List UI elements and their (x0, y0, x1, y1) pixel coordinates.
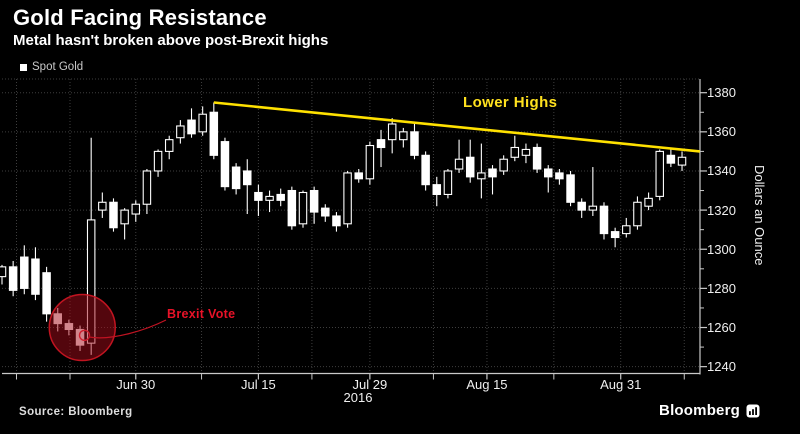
brexit-vote-annotation: Brexit Vote (167, 307, 236, 321)
candle-body (376, 139, 386, 149)
candle-body (220, 141, 230, 188)
candle-body (309, 189, 319, 213)
candle-body (276, 193, 285, 201)
y-tick-label: 1380 (707, 85, 736, 101)
candle-body (532, 146, 542, 170)
candle-body (454, 158, 464, 170)
candle-body (610, 231, 620, 239)
candle-body (443, 170, 453, 196)
x-tick-label: Aug 15 (466, 377, 508, 392)
candle-body (142, 170, 152, 205)
candle-body (521, 148, 531, 156)
candle-body (633, 201, 642, 227)
x-tick-label: Jul 29 (352, 377, 388, 392)
candle-body (577, 201, 586, 211)
candle-body (298, 191, 308, 225)
y-tick-label: 1240 (707, 359, 736, 375)
candle-body (287, 189, 297, 227)
candle-body (42, 272, 51, 315)
candle-body (387, 123, 397, 141)
candle-body (131, 203, 141, 215)
candle-body (465, 156, 475, 178)
candle-body (187, 119, 196, 135)
candle-body (109, 201, 118, 229)
candle-body (510, 146, 520, 158)
bloomberg-branding: Bloomberg (659, 402, 760, 419)
page-subtitle: Metal hasn't broken above post-Brexit hi… (13, 32, 329, 49)
x-tick-label: Aug 31 (600, 377, 642, 392)
y-tick-label: 1280 (707, 280, 736, 296)
candle-body (365, 144, 375, 180)
candle-body (120, 209, 129, 225)
page-title: Gold Facing Resistance (13, 5, 267, 30)
candle-body (655, 150, 664, 197)
x-axis-year-label: 2016 (343, 390, 373, 405)
candle-body (421, 154, 430, 186)
candle-body (332, 215, 341, 227)
legend-swatch-icon (20, 63, 27, 71)
x-tick-label: Jun 30 (116, 377, 156, 392)
y-tick-label: 1300 (707, 241, 736, 257)
candle-body (321, 207, 330, 217)
candle-body (254, 191, 263, 201)
candle-body (677, 156, 687, 166)
candle-body (209, 111, 219, 156)
lower-highs-annotation: Lower Highs (463, 94, 558, 111)
bloomberg-logo-text: Bloomberg (659, 402, 740, 419)
candle-body (153, 150, 163, 172)
candle-body (488, 168, 497, 178)
candle-body (566, 174, 575, 203)
y-tick-label: 1340 (707, 163, 736, 179)
brexit-point-marker (78, 329, 91, 342)
candle-body (20, 256, 29, 289)
candle-body (410, 131, 419, 156)
candle-body (231, 166, 241, 190)
brexit-circle (48, 293, 117, 362)
candle-body (164, 139, 174, 152)
candle-body (176, 125, 185, 139)
source-credit: Source: Bloomberg (19, 406, 133, 418)
legend-label: Spot Gold (32, 61, 84, 73)
y-tick-label: 1320 (707, 202, 736, 218)
candle-body (198, 113, 207, 133)
candle-body (31, 258, 40, 295)
candle-body (599, 205, 609, 235)
candle-body (343, 172, 352, 225)
candle-body (0, 266, 7, 278)
candle-body (8, 266, 18, 291)
lower-highs-trendline (213, 101, 700, 153)
candle-body (354, 172, 363, 180)
y-tick-label: 1260 (707, 320, 736, 335)
y-axis-title: Dollars an Ounce (752, 165, 767, 266)
legend: Spot Gold (20, 61, 83, 73)
candle-body (399, 131, 408, 141)
bloomberg-terminal-icon (746, 404, 760, 417)
candle-body (644, 197, 653, 207)
candle-body (265, 195, 274, 201)
candle-body (666, 154, 676, 164)
candle-body (477, 172, 486, 180)
x-tick-label: Jul 15 (241, 377, 276, 392)
candle-body (544, 168, 553, 178)
candle-body (555, 172, 564, 180)
candle-body (622, 225, 631, 235)
candle-body (499, 158, 508, 172)
brexit-connector-line (88, 319, 167, 339)
candle-body (98, 201, 107, 211)
y-tick-label: 1360 (707, 124, 736, 140)
candle-body (243, 170, 252, 186)
candle-body (432, 184, 442, 196)
candle-body (588, 205, 598, 211)
